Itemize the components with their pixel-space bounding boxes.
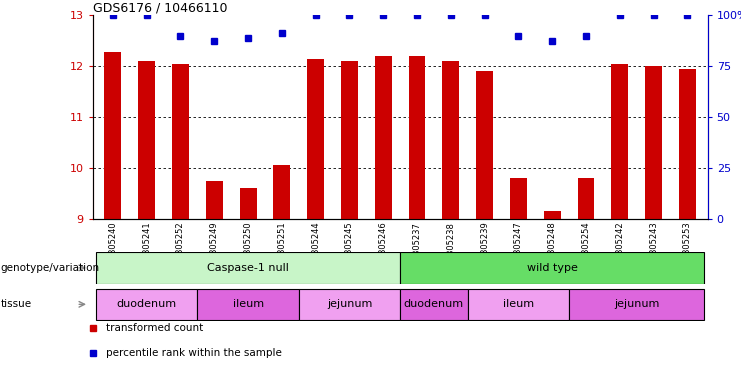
- Text: duodenum: duodenum: [404, 299, 464, 310]
- Bar: [273, 166, 290, 219]
- Bar: [239, 189, 256, 219]
- Bar: [172, 64, 189, 219]
- Bar: [544, 211, 561, 219]
- Bar: [400, 252, 704, 283]
- Bar: [611, 64, 628, 219]
- Text: Caspase-1 null: Caspase-1 null: [207, 263, 289, 273]
- Bar: [139, 61, 155, 219]
- Bar: [308, 59, 324, 219]
- Bar: [408, 56, 425, 219]
- Bar: [468, 289, 569, 320]
- Bar: [104, 52, 122, 219]
- Text: percentile rank within the sample: percentile rank within the sample: [106, 348, 282, 358]
- Text: wild type: wild type: [527, 263, 578, 273]
- Bar: [96, 289, 197, 320]
- Text: ileum: ileum: [233, 299, 264, 310]
- Text: transformed count: transformed count: [106, 323, 203, 333]
- Bar: [510, 178, 527, 219]
- Bar: [569, 289, 704, 320]
- Text: jejunum: jejunum: [327, 299, 372, 310]
- Bar: [375, 56, 392, 219]
- Bar: [341, 61, 358, 219]
- Text: ileum: ileum: [503, 299, 534, 310]
- Text: tissue: tissue: [1, 299, 32, 310]
- Text: jejunum: jejunum: [614, 299, 659, 310]
- Text: duodenum: duodenum: [116, 299, 177, 310]
- Bar: [299, 289, 400, 320]
- Bar: [442, 61, 459, 219]
- Bar: [400, 289, 468, 320]
- Bar: [197, 289, 299, 320]
- Bar: [476, 71, 493, 219]
- Bar: [206, 181, 223, 219]
- Text: genotype/variation: genotype/variation: [1, 263, 100, 273]
- Bar: [577, 178, 594, 219]
- Bar: [679, 69, 696, 219]
- Bar: [645, 66, 662, 219]
- Text: GDS6176 / 10466110: GDS6176 / 10466110: [93, 1, 227, 14]
- Bar: [96, 252, 400, 283]
